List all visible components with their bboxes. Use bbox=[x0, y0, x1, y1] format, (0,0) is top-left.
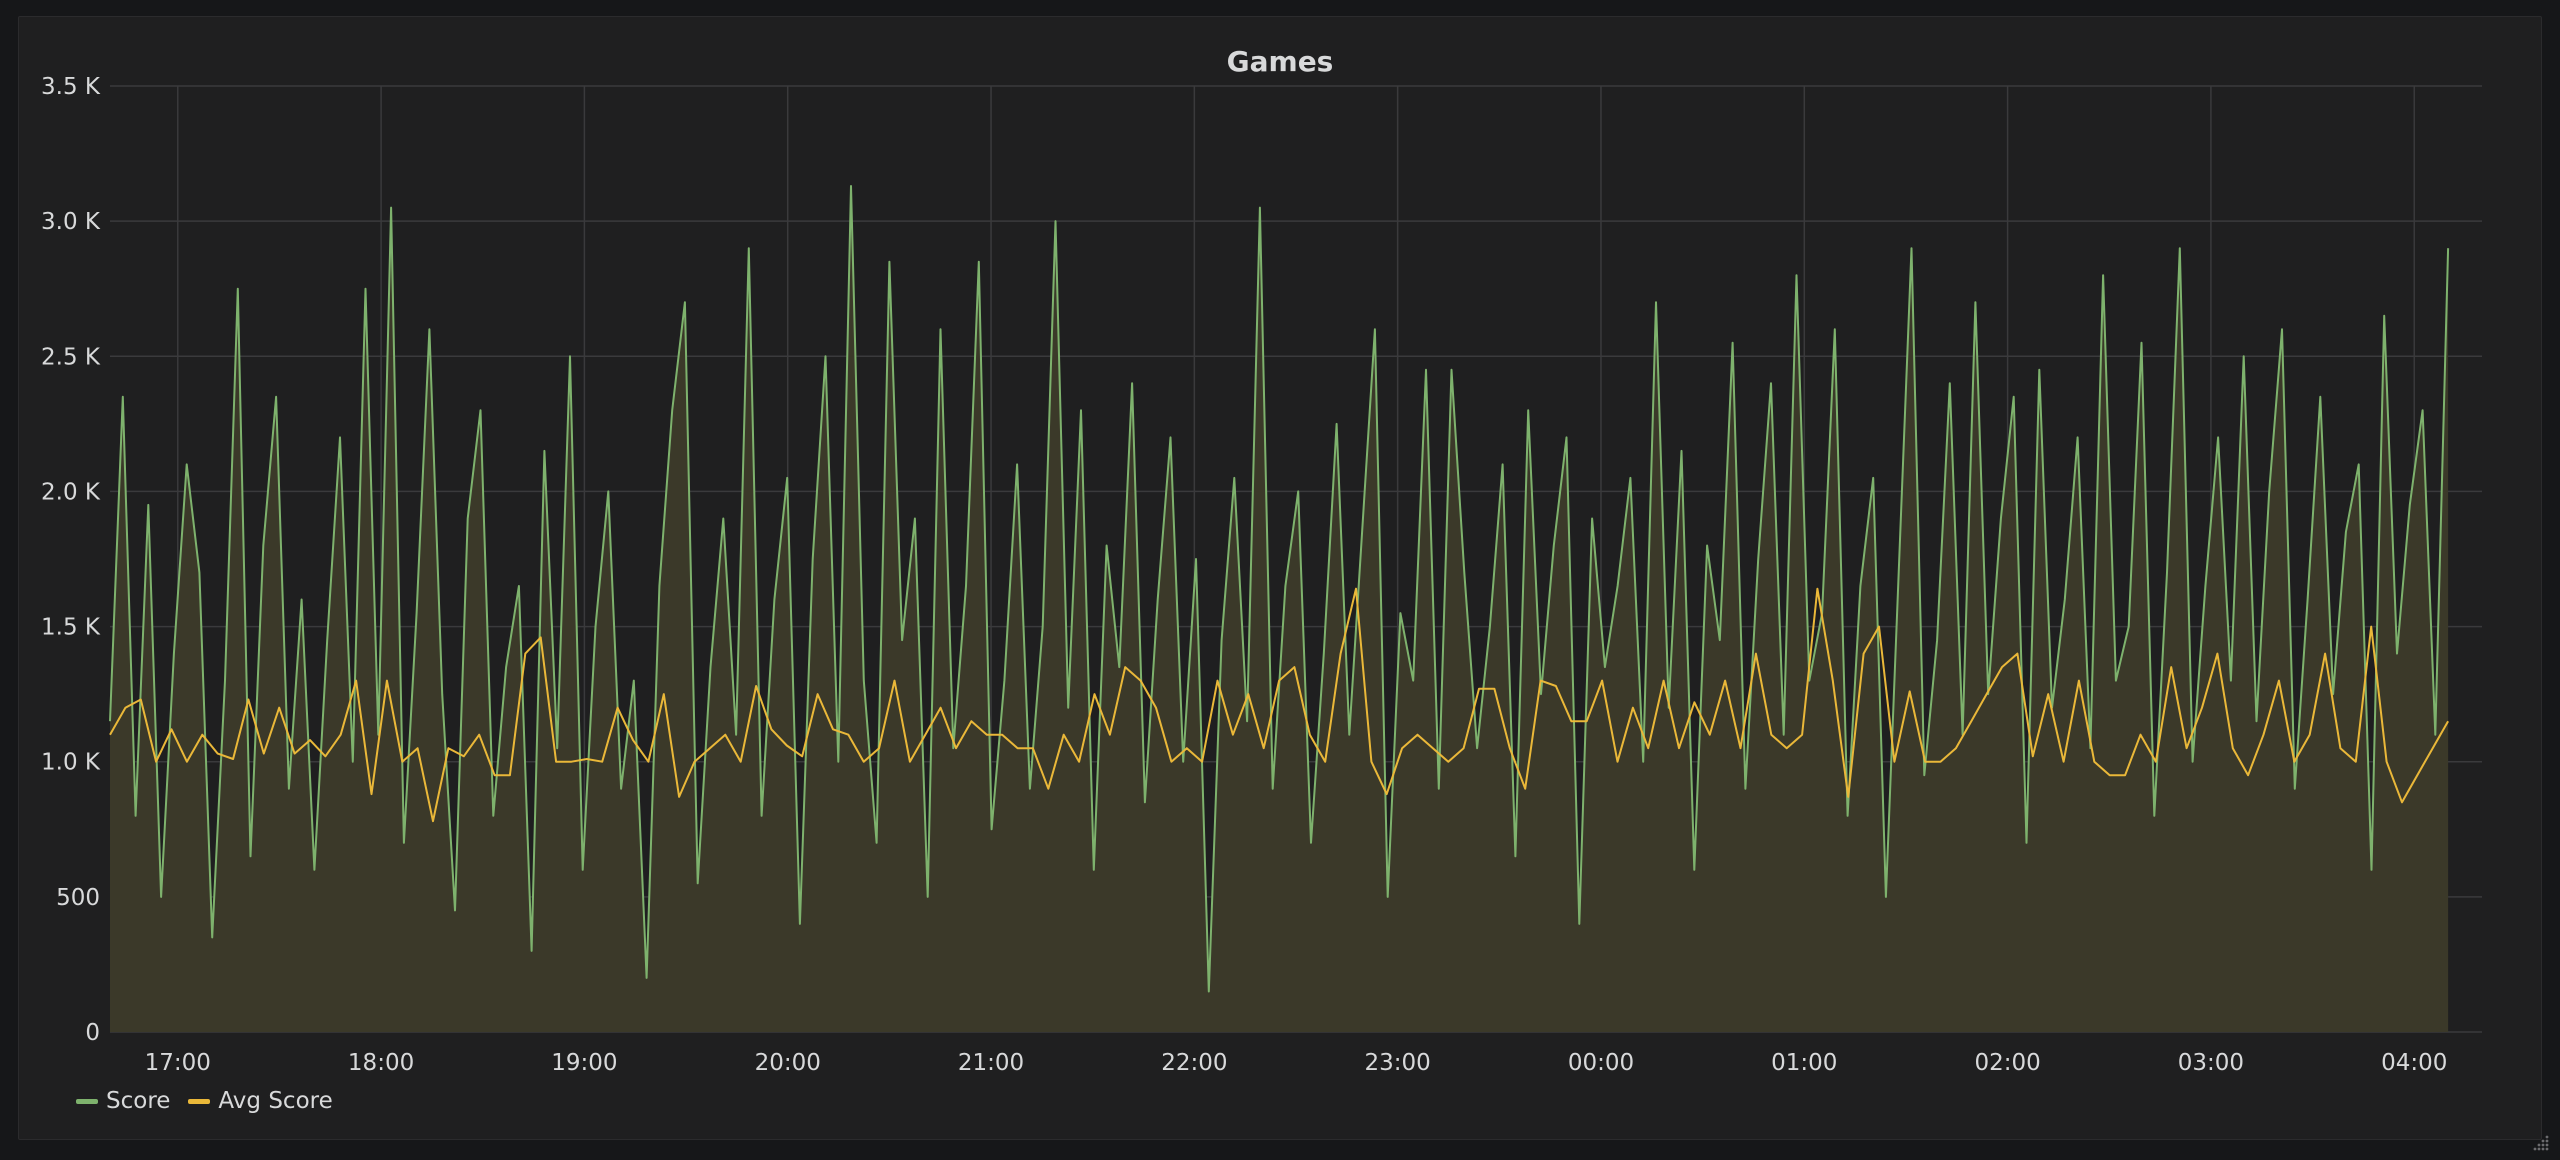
score-series-line[interactable] bbox=[109, 185, 2450, 993]
x-tick-label: 22:00 bbox=[1161, 1050, 1227, 1076]
score-area-fill bbox=[110, 186, 2449, 1032]
legend-item-score[interactable]: Score bbox=[76, 1088, 170, 1114]
axis-labels: 0 500 1.0 K 1.5 K 2.0 K 2.5 K 3.0 K 3.5 K 17:00 1… bbox=[41, 74, 2447, 1076]
resize-handle-icon[interactable] bbox=[2532, 1134, 2550, 1152]
legend-label-score: Score bbox=[106, 1088, 171, 1114]
legend-swatch-score bbox=[76, 1098, 98, 1104]
x-tick-label: 18:00 bbox=[348, 1050, 414, 1076]
y-tick-label: 2.5 K bbox=[41, 344, 101, 370]
x-tick-label: 23:00 bbox=[1365, 1050, 1431, 1076]
legend-label-avg-score: Avg Score bbox=[218, 1088, 333, 1114]
legend-swatch-avg-score bbox=[188, 1098, 211, 1104]
x-tick-label: 20:00 bbox=[755, 1050, 821, 1076]
y-tick-label: 1.5 K bbox=[41, 615, 101, 641]
x-tick-label: 01:00 bbox=[1771, 1050, 1837, 1076]
y-tick-label: 3.0 K bbox=[41, 209, 101, 235]
x-tick-label: 21:00 bbox=[958, 1050, 1024, 1076]
series-layer[interactable] bbox=[109, 185, 2450, 1032]
x-tick-label: 19:00 bbox=[551, 1050, 617, 1076]
y-tick-label: 0 bbox=[85, 1020, 100, 1046]
x-tick-label: 02:00 bbox=[1974, 1050, 2040, 1076]
y-tick-label: 2.0 K bbox=[41, 479, 101, 505]
x-tick-label: 00:00 bbox=[1568, 1050, 1634, 1076]
y-tick-label: 500 bbox=[56, 885, 100, 911]
x-tick-label: 17:00 bbox=[145, 1050, 211, 1076]
legend-item-avg-score[interactable]: Avg Score bbox=[188, 1088, 333, 1114]
panel-title[interactable]: Games bbox=[1226, 45, 1334, 78]
x-tick-label: 03:00 bbox=[2178, 1050, 2244, 1076]
y-tick-label: 3.5 K bbox=[41, 74, 101, 100]
y-tick-label: 1.0 K bbox=[41, 750, 101, 776]
legend: Score Avg Score bbox=[76, 1088, 333, 1114]
x-tick-label: 04:00 bbox=[2381, 1050, 2447, 1076]
avg-score-series-line[interactable] bbox=[109, 587, 2449, 823]
